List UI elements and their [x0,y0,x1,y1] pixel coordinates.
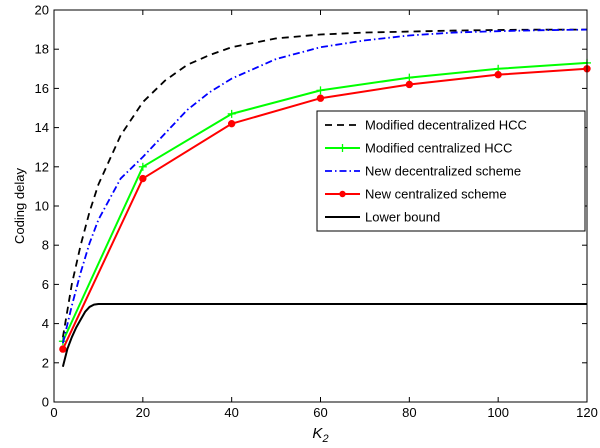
y-tick-label: 10 [35,199,49,214]
series-point-3 [59,345,67,353]
legend-label-0: Modified decentralized HCC [365,118,527,133]
y-tick-label: 6 [42,277,49,292]
x-tick-label: 120 [576,405,598,420]
y-axis-label: Coding delay [12,168,27,244]
legend-label-1: Modified centralized HCC [365,141,512,156]
ticks: 0 20 40 60 80 100 120 0 2 4 6 8 10 12 14 16 18 20 [35,3,598,421]
legend-box [316,110,586,232]
x-tick-label: 60 [313,405,327,420]
x-axis-label-subscript: 2 [321,433,328,445]
axes-box [53,9,588,403]
y-tick-label: 20 [35,3,49,18]
y-tick-label: 0 [42,395,49,410]
x-tick-label: 40 [224,405,238,420]
y-tick-label: 4 [42,316,49,331]
series-line-2 [62,28,588,344]
series-point-3 [405,80,414,89]
y-tick-label: 18 [35,42,49,57]
series-point-3 [227,119,236,128]
x-tick-label: 20 [136,405,150,420]
x-tick-label: 80 [402,405,416,420]
series-point-3 [316,94,325,102]
x-tick-label: 0 [50,405,57,420]
series-point-3 [139,174,147,183]
legend-label-3: New centralized scheme [365,187,507,202]
y-tick-label: 2 [42,355,49,370]
series-line-0 [61,28,587,338]
y-tick-label: 8 [42,238,49,253]
x-axis-label-main: K [312,425,323,442]
series-point-1 [227,109,236,118]
x-axis-label: K2 [312,425,328,445]
y-tick-label: 14 [35,120,49,135]
series-point-3 [494,70,502,79]
series-point-1 [405,73,414,82]
series-point-1 [316,86,325,95]
series-point-1 [138,162,147,171]
legend-label-2: New decentralized scheme [365,164,521,179]
x-tick-label: 100 [487,405,509,420]
legend: Modified decentralized HCC Modified centr… [316,110,586,232]
legend-marker-3 [339,190,346,198]
series-layer [58,28,591,367]
y-tick-label: 12 [35,159,49,174]
legend-label-4: Lower bound [365,210,440,225]
series-line-4 [61,303,587,367]
y-tick-label: 16 [35,81,49,96]
